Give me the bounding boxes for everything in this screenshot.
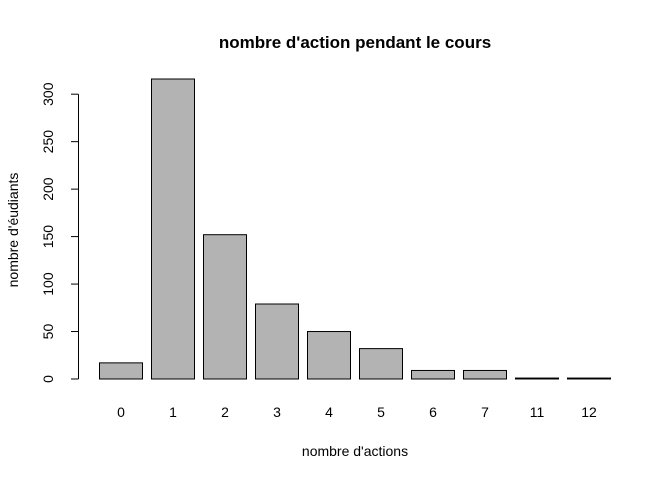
x-tick-label-5: 5 bbox=[377, 404, 385, 420]
y-tick-label-200: 200 bbox=[40, 177, 56, 201]
y-axis: 0 50 100 150 200 250 300 bbox=[40, 82, 79, 383]
bar-3 bbox=[255, 303, 299, 380]
x-tick-labels: 0 1 2 3 4 5 6 7 11 12 bbox=[117, 404, 597, 420]
y-axis-label: nombre d'éudiants bbox=[5, 173, 21, 288]
y-tick-label-150: 150 bbox=[40, 225, 56, 249]
x-tick-label-11: 11 bbox=[530, 404, 545, 420]
y-tick-label-300: 300 bbox=[40, 82, 56, 106]
x-tick-label-6: 6 bbox=[429, 404, 437, 420]
x-tick-label-4: 4 bbox=[325, 404, 333, 420]
bar-1 bbox=[151, 78, 195, 380]
bars-group bbox=[99, 78, 611, 380]
x-tick-label-1: 1 bbox=[169, 404, 177, 420]
y-tick-label-50: 50 bbox=[40, 324, 56, 340]
bar-12 bbox=[567, 377, 611, 380]
x-tick-label-2: 2 bbox=[221, 404, 229, 420]
bar-6 bbox=[411, 369, 455, 380]
bar-5 bbox=[359, 348, 403, 380]
x-tick-label-12: 12 bbox=[581, 404, 597, 420]
bar-4 bbox=[307, 331, 351, 380]
bar-7 bbox=[463, 369, 507, 380]
bar-11 bbox=[515, 377, 559, 380]
y-tick-label-100: 100 bbox=[40, 272, 56, 296]
bar-2 bbox=[203, 234, 247, 380]
y-tick-label-250: 250 bbox=[40, 130, 56, 154]
x-tick-label-3: 3 bbox=[273, 404, 281, 420]
y-tick-label-0: 0 bbox=[40, 375, 56, 383]
x-tick-label-7: 7 bbox=[481, 404, 489, 420]
bar-0 bbox=[99, 362, 143, 380]
x-axis-label: nombre d'actions bbox=[302, 443, 408, 459]
x-tick-label-0: 0 bbox=[117, 404, 125, 420]
chart-title: nombre d'action pendant le cours bbox=[219, 33, 491, 52]
